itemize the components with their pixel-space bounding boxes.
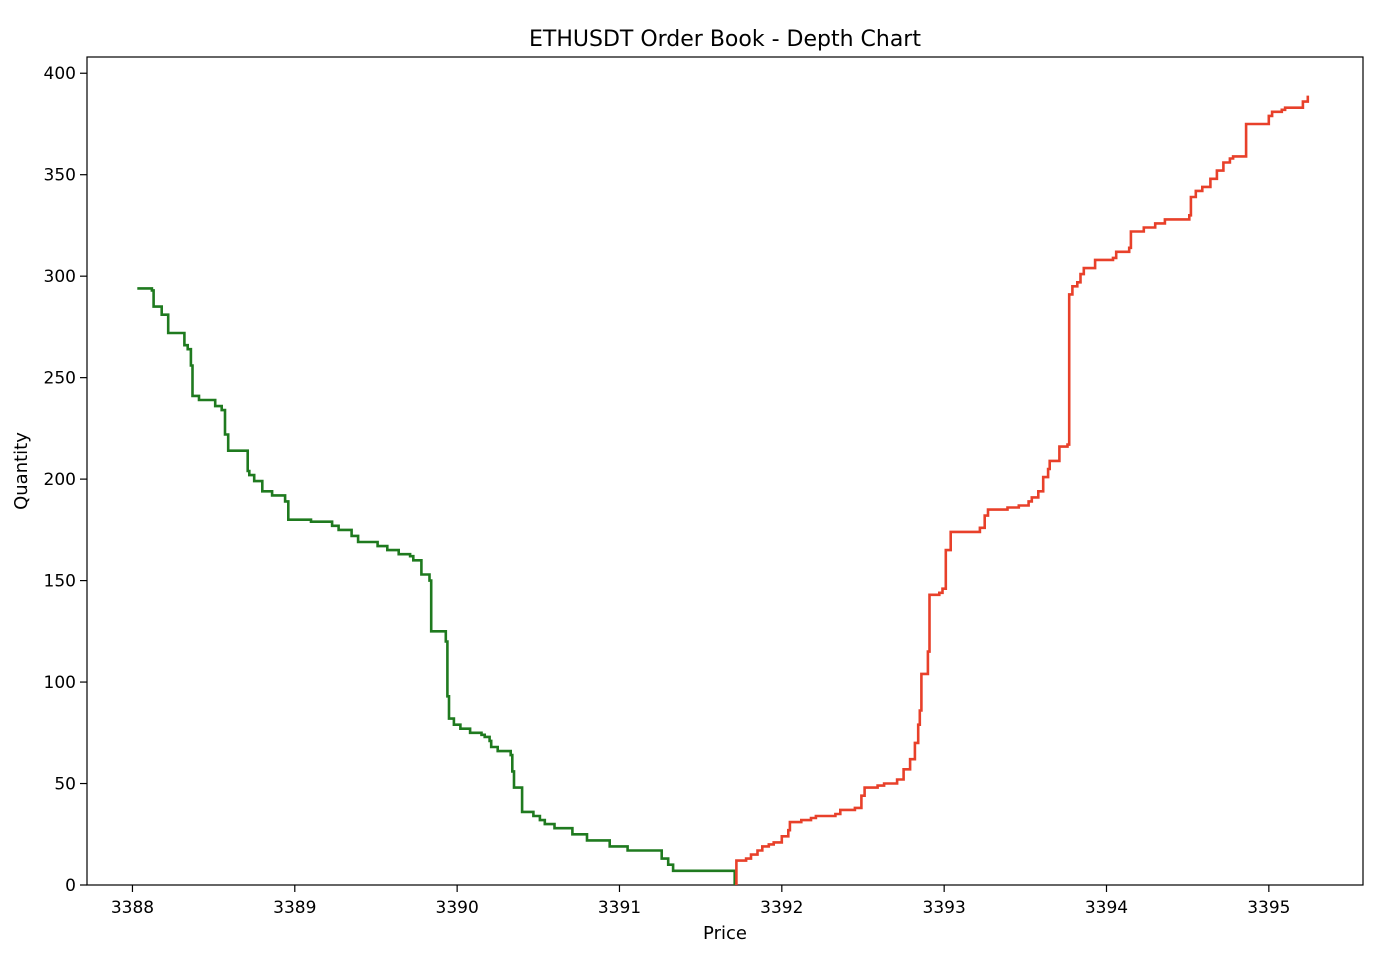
y-tick-label: 400 <box>44 64 76 84</box>
plot-frame <box>86 56 1364 886</box>
x-axis-label: Price <box>703 923 747 944</box>
x-tick-label: 3395 <box>1247 898 1290 918</box>
x-tick-label: 3392 <box>760 898 803 918</box>
y-tick-label: 300 <box>44 267 76 287</box>
x-tick-label: 3388 <box>111 898 154 918</box>
y-tick-label: 100 <box>44 673 76 693</box>
chart-title: ETHUSDT Order Book - Depth Chart <box>529 27 921 52</box>
y-tick-label: 200 <box>44 470 76 490</box>
x-tick-label: 3390 <box>436 898 479 918</box>
x-tick-label: 3394 <box>1085 898 1128 918</box>
plot-area <box>86 56 1364 886</box>
series-bids-line <box>137 287 736 885</box>
x-tick-label: 3389 <box>273 898 316 918</box>
y-tick-label: 350 <box>44 166 76 186</box>
x-tick-label: 3391 <box>598 898 641 918</box>
x-axis: 3388 3389 3390 3391 3392 3393 3394 3395 <box>111 885 1290 918</box>
y-axis: 0 50 100 150 200 250 300 350 400 <box>44 64 87 896</box>
y-tick-label: 150 <box>44 572 76 592</box>
y-axis-label: Quantity <box>11 432 32 510</box>
y-tick-label: 0 <box>65 876 76 896</box>
y-tick-label: 250 <box>44 369 76 389</box>
series-asks-line <box>735 95 1310 885</box>
series-group <box>137 95 1310 885</box>
x-tick-label: 3393 <box>923 898 966 918</box>
y-tick-label: 50 <box>54 775 76 795</box>
